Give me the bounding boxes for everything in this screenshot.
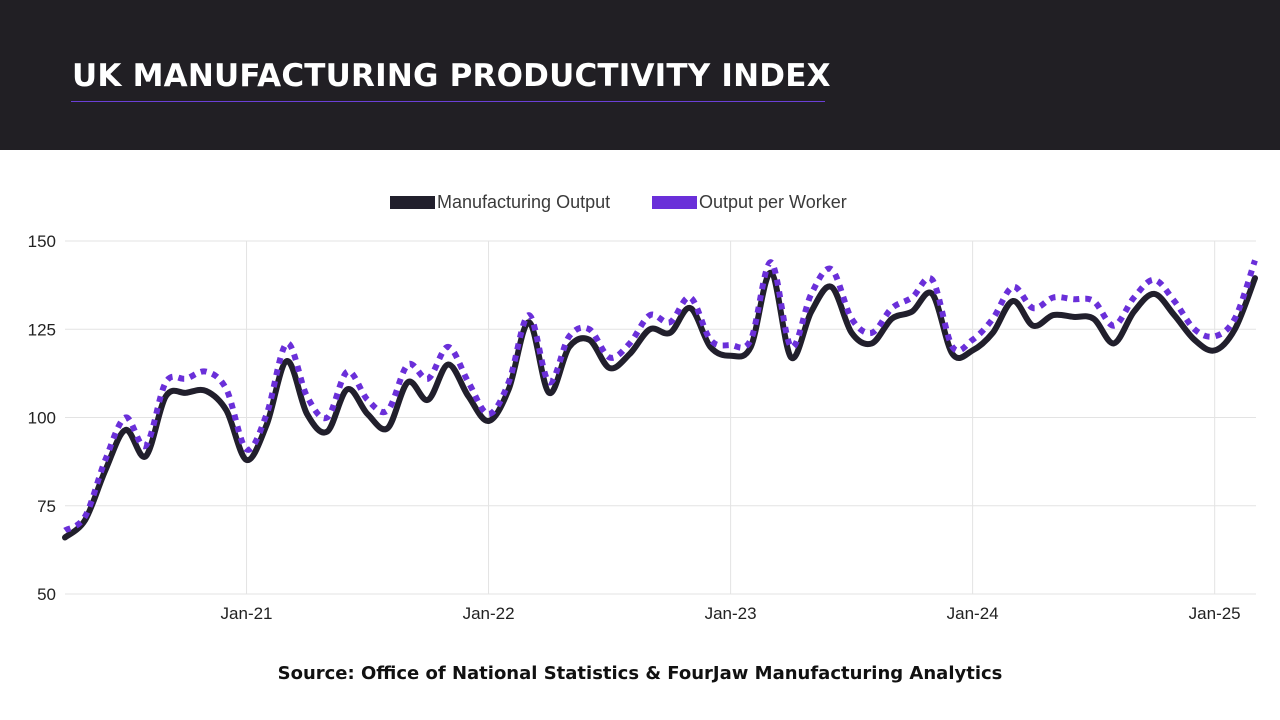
x-tick-label: Jan-23 [705,604,757,623]
y-tick-label: 100 [28,409,56,428]
x-axis: Jan-21 Jan-22 Jan-23 Jan-24 Jan-25 [221,604,1241,623]
legend-label-output-per-worker: Output per Worker [699,192,847,212]
y-tick-label: 125 [28,320,56,339]
x-tick-label: Jan-21 [221,604,273,623]
series-lines [62,259,1258,541]
y-tick-label: 50 [37,585,56,604]
legend-swatch-manufacturing-output [390,196,435,209]
y-axis: 50 75 100 125 150 [28,232,56,604]
x-tick-label: Jan-25 [1189,604,1241,623]
legend-item-manufacturing-output[interactable]: Manufacturing Output [390,192,610,213]
chart-legend: Manufacturing Output Output per Worker [0,192,1280,214]
series-line-output-per-worker [63,259,1258,534]
series-points-manufacturing-output [63,271,1257,540]
x-tick-label: Jan-24 [947,604,999,623]
x-tick-label: Jan-22 [463,604,515,623]
header-banner: UK MANUFACTURING PRODUCTIVITY INDEX [0,0,1280,150]
legend-swatch-output-per-worker [652,196,697,209]
legend-label-manufacturing-output: Manufacturing Output [437,192,611,212]
legend-item-output-per-worker[interactable]: Output per Worker [652,192,847,213]
source-note: Source: Office of National Statistics & … [277,663,1003,684]
page-title: UK MANUFACTURING PRODUCTIVITY INDEX [72,58,831,94]
title-underline [71,101,825,102]
y-tick-label: 150 [28,232,56,251]
y-tick-label: 75 [37,497,56,516]
grid-lines [65,240,1256,595]
series-line-manufacturing-output [62,269,1258,541]
